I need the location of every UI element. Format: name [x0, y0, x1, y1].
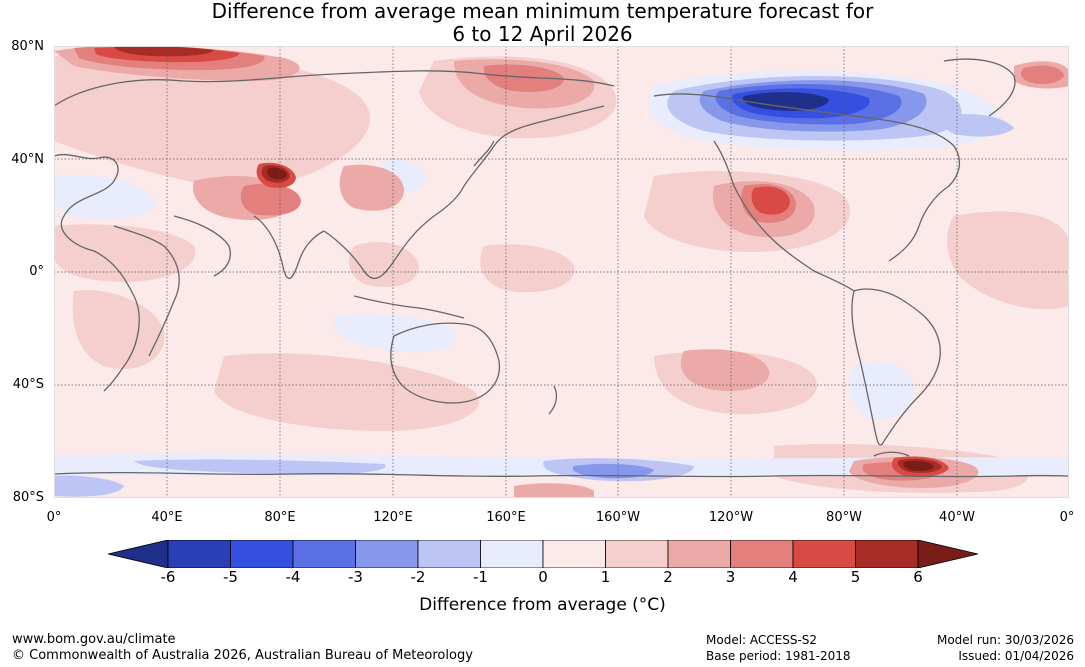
colorbar-tick-label: -5 [223, 568, 238, 586]
lat-label-80s: 80°S [12, 490, 44, 505]
colorbar-tick-label: -3 [348, 568, 363, 586]
colorbar-extend-high [917, 540, 978, 568]
footer-copyright: © Commonwealth of Australia 2026, Austra… [12, 648, 473, 663]
colorbar-tick-label: -4 [285, 568, 301, 586]
colorbar-tick-label: 0 [538, 568, 548, 586]
forecast-map [54, 46, 1069, 498]
lon-label-160w: 160°W [595, 510, 641, 525]
anomaly-above-6 [266, 167, 934, 471]
coastlines [54, 58, 1069, 478]
colorbar-tick-label: 2 [663, 568, 673, 586]
lat-label-80n: 80°N [11, 39, 44, 54]
colorbar-segment [355, 540, 419, 568]
footer-model: Model: ACCESS-S2 [706, 633, 818, 647]
colorbar-segment [480, 540, 544, 568]
footer-issued: Issued: 01/04/2026 [958, 649, 1074, 663]
lon-label-80w: 80°W [826, 510, 862, 525]
lon-label-0-left: 0° [46, 510, 62, 525]
colorbar-segment [730, 540, 794, 568]
map-canvas [54, 46, 1069, 498]
colorbar-tick-label: 3 [725, 568, 736, 586]
lat-label-40s: 40°S [12, 377, 44, 392]
lon-label-80e: 80°E [264, 510, 296, 525]
lon-label-160e: 160°E [486, 510, 526, 525]
colorbar [108, 540, 978, 568]
colorbar-segment [542, 540, 606, 568]
colorbar-segment [792, 540, 856, 568]
colorbar-label: Difference from average (°C) [419, 595, 666, 615]
map-title: Difference from average mean minimum tem… [0, 0, 1085, 46]
title-line-2: 6 to 12 April 2026 [452, 22, 633, 46]
anomaly-neg-6-5 [742, 92, 829, 111]
lon-label-40w: 40°W [939, 510, 975, 525]
colorbar-tick-label: 1 [600, 568, 611, 586]
footer-base-period: Base period: 1981-2018 [706, 649, 851, 663]
colorbar-tick-label: 5 [850, 568, 861, 586]
colorbar-tick-label: 6 [913, 568, 923, 586]
colorbar-segment [417, 540, 481, 568]
lat-label-0: 0° [29, 264, 44, 279]
lon-label-120e: 120°E [373, 510, 413, 525]
title-line-1: Difference from average mean minimum tem… [211, 0, 874, 23]
colorbar-segment [230, 540, 294, 568]
footer-model-run: Model run: 30/03/2026 [936, 633, 1074, 647]
colorbar-segment [292, 540, 356, 568]
lon-label-120w: 120°W [708, 510, 754, 525]
lon-label-40e: 40°E [151, 510, 183, 525]
colorbar-segment [605, 540, 669, 568]
colorbar-tick-label: 4 [788, 568, 798, 586]
lon-label-0-right: 0° [1059, 510, 1075, 525]
colorbar-segment [855, 540, 919, 568]
map-frame [54, 46, 1069, 498]
colorbar-segment [667, 540, 731, 568]
footer-website: www.bom.gov.au/climate [12, 632, 176, 647]
colorbar-tick-label: -6 [160, 568, 176, 586]
colorbar-segment [167, 540, 231, 568]
colorbar-extend-low [108, 540, 169, 568]
lat-label-40n: 40°N [11, 152, 44, 167]
colorbar-tick-label: -2 [410, 568, 426, 586]
colorbar-tick-label: -1 [473, 568, 488, 586]
